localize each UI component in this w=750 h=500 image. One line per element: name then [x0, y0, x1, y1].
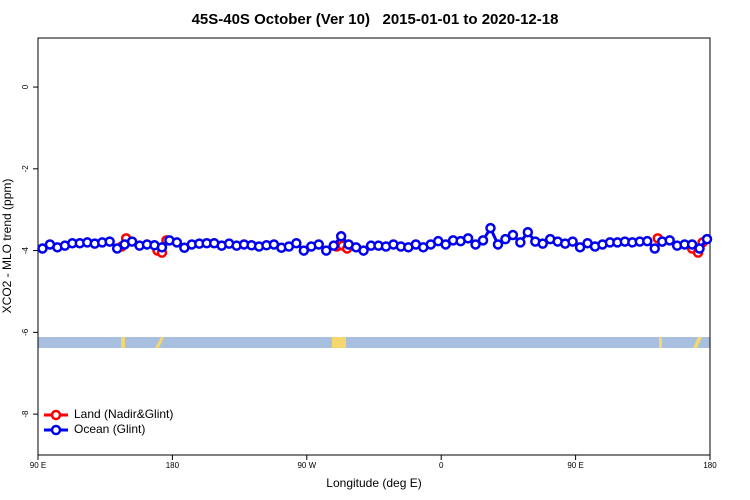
land-mask — [38, 337, 710, 348]
series-marker — [477, 235, 489, 246]
series-marker — [335, 231, 347, 242]
series-marker — [291, 237, 302, 249]
x-tick-label: 0 — [439, 461, 444, 470]
series-marker — [507, 229, 519, 241]
series-marker — [537, 238, 548, 249]
series-marker — [126, 236, 138, 247]
series-marker — [328, 240, 339, 251]
y-tick-label: -6 — [21, 328, 30, 336]
series-marker — [686, 239, 698, 250]
series-marker — [492, 239, 504, 250]
series-marker — [37, 243, 48, 254]
series-marker — [104, 236, 115, 247]
series-marker — [171, 237, 183, 248]
series-marker — [522, 226, 534, 238]
series-marker — [664, 235, 675, 246]
x-tick-label: 90 E — [30, 461, 46, 470]
series-marker — [485, 222, 496, 234]
series-marker — [500, 233, 511, 245]
x-tick-label: 90 W — [297, 461, 316, 470]
legend-label: Ocean (Glint) — [74, 422, 145, 436]
x-tick-label: 90 E — [567, 461, 583, 470]
series-marker — [515, 237, 526, 248]
series-marker — [701, 233, 713, 245]
y-tick-label: -4 — [21, 246, 30, 254]
series-marker — [440, 239, 451, 250]
y-tick-label: 0 — [21, 84, 30, 89]
series-marker — [156, 242, 168, 253]
y-tick-label: -8 — [21, 410, 30, 418]
series-marker — [111, 243, 123, 254]
legend-marker — [50, 424, 62, 436]
series-marker — [358, 245, 369, 256]
y-axis-label: XCO2 - MLO trend (ppm) — [0, 179, 14, 314]
series-marker — [694, 243, 705, 254]
legend-label: Land (Nadir&Glint) — [74, 407, 173, 421]
series-marker — [642, 235, 653, 247]
x-tick-label: 180 — [703, 461, 717, 470]
series-marker — [320, 245, 332, 256]
y-tick-label: -2 — [21, 165, 30, 173]
mask-band — [38, 337, 710, 348]
series-marker — [470, 239, 481, 250]
series-marker — [298, 245, 310, 256]
chart-title: 45S-40S October (Ver 10) 2015-01-01 to 2… — [192, 11, 559, 28]
legend-marker — [50, 409, 62, 421]
series-marker — [313, 239, 324, 250]
series-marker — [567, 236, 578, 247]
x-tick-label: 180 — [166, 461, 180, 470]
series-marker — [649, 243, 660, 254]
series-marker — [574, 242, 586, 253]
x-axis-label: Longitude (deg E) — [326, 476, 421, 490]
series-marker — [462, 233, 474, 244]
